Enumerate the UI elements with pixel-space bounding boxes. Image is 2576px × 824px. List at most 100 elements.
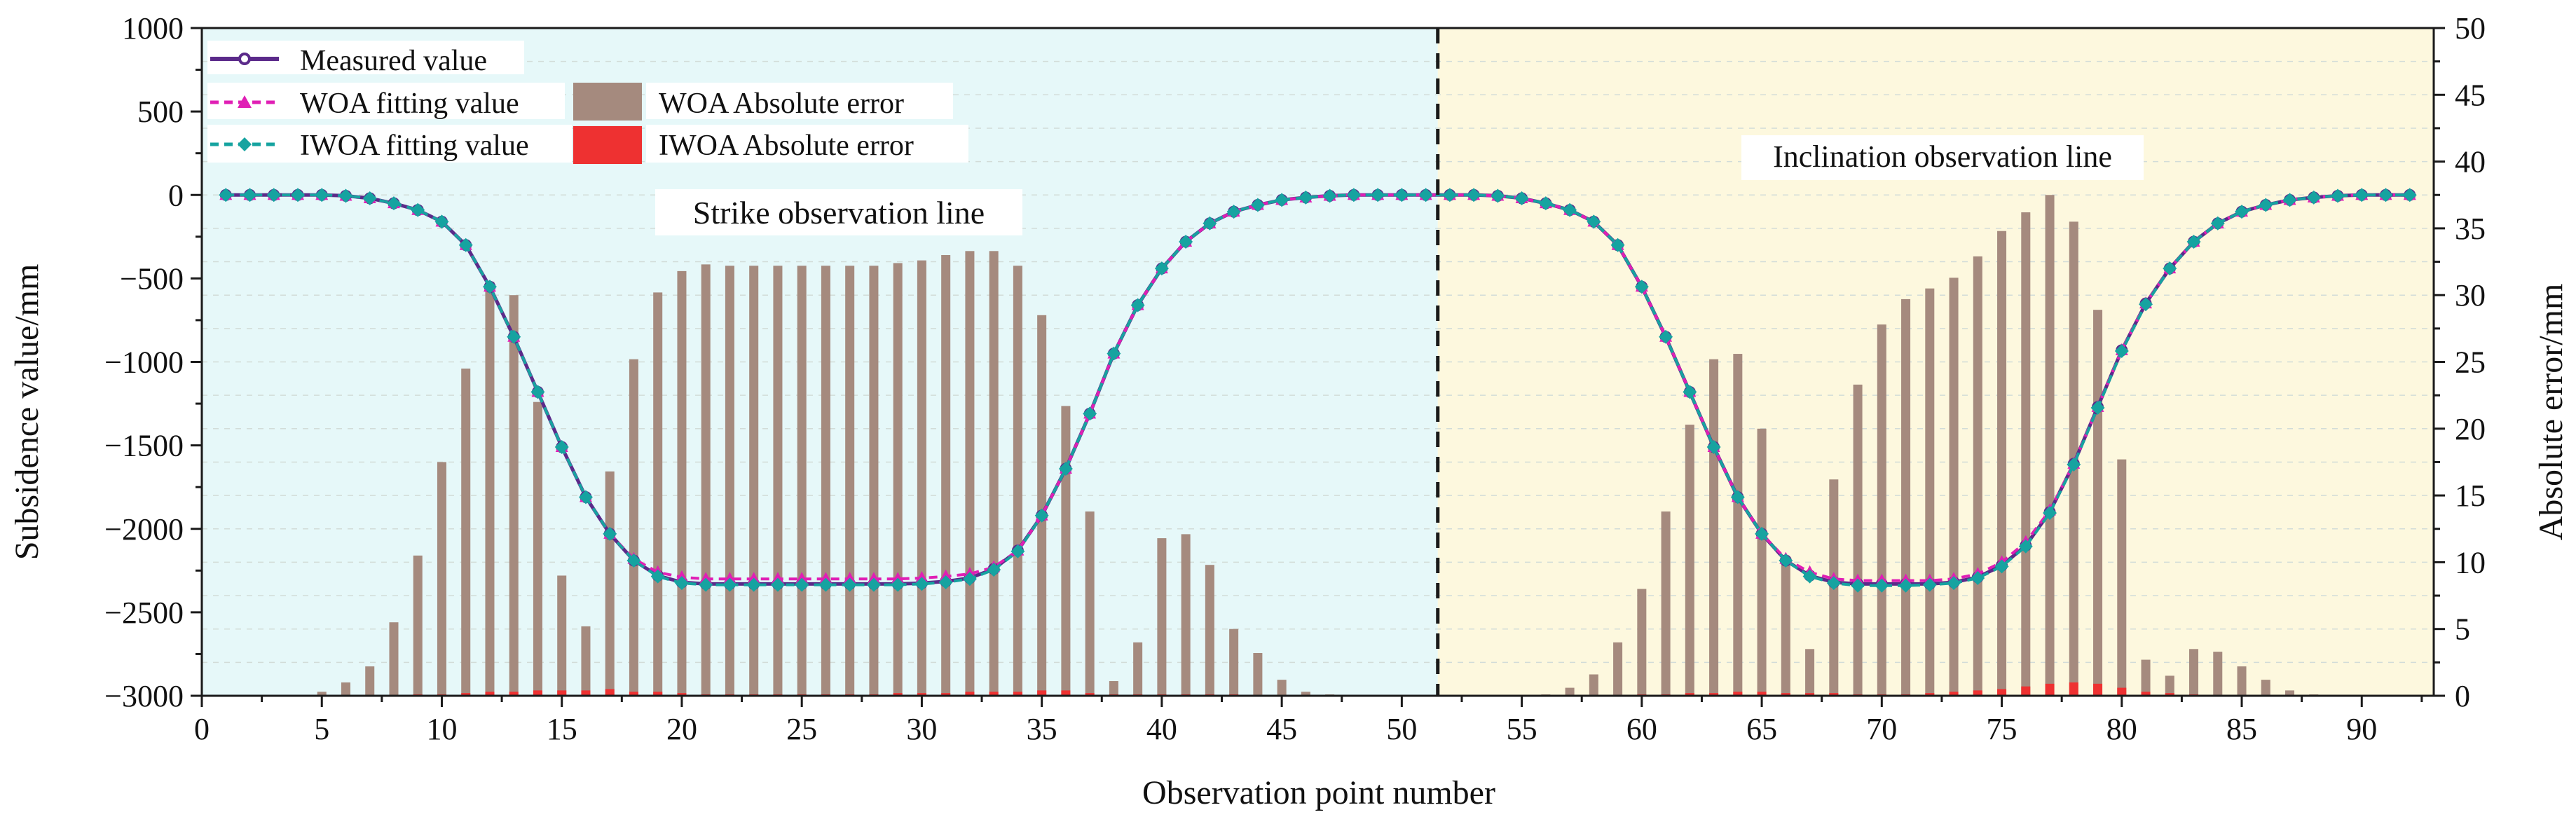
iwoa-error-bar-15 bbox=[557, 690, 567, 696]
iwoa-fitting-value-point bbox=[1107, 346, 1121, 361]
iwoa-error-bar-62 bbox=[1685, 693, 1694, 696]
legend: Measured value WOA fitting value IWOA fi… bbox=[207, 41, 968, 164]
iwoa-fitting-value-point bbox=[1851, 578, 1865, 593]
iwoa-fitting-value-point bbox=[507, 329, 521, 344]
x-tick-label: 0 bbox=[194, 712, 210, 746]
woa-error-bar-44 bbox=[1253, 653, 1263, 696]
iwoa-fitting-value-point bbox=[1299, 190, 1313, 205]
iwoa-fitting-value-point bbox=[1418, 188, 1433, 202]
legend-iwoa-err-label: IWOA Absolute error bbox=[659, 130, 914, 162]
woa-error-bar-11 bbox=[461, 369, 471, 696]
woa-error-bar-75 bbox=[1997, 231, 2007, 696]
iwoa-error-bar-77 bbox=[2045, 683, 2055, 696]
iwoa-fitting-value-point bbox=[1514, 191, 1529, 206]
iwoa-fitting-value-point bbox=[1275, 193, 1289, 207]
inclination-observation-line-label: Inclination observation line bbox=[1773, 139, 2112, 174]
y-right-tick-label: 15 bbox=[2455, 479, 2486, 513]
iwoa-fitting-value-point bbox=[626, 554, 641, 568]
woa-error-bar-17 bbox=[605, 471, 615, 696]
woa-error-bar-27 bbox=[845, 266, 855, 696]
x-tick-label: 60 bbox=[1626, 712, 1657, 746]
iwoa-fitting-value-point bbox=[1538, 196, 1553, 211]
x-tick-label: 85 bbox=[2226, 712, 2257, 746]
woa-error-bar-7 bbox=[365, 666, 375, 696]
iwoa-error-bar-30 bbox=[917, 693, 926, 696]
x-tick-label: 40 bbox=[1146, 712, 1177, 746]
legend-measured-label: Measured value bbox=[300, 45, 487, 77]
iwoa-fitting-value-point bbox=[2378, 188, 2393, 202]
iwoa-error-bar-68 bbox=[1829, 693, 1839, 696]
woa-error-bar-19 bbox=[653, 292, 663, 696]
woa-error-bar-83 bbox=[2189, 649, 2199, 696]
region-inclination bbox=[1437, 28, 2434, 696]
legend-woa-fit-label: WOA fitting value bbox=[300, 88, 519, 120]
iwoa-error-bar-74 bbox=[1973, 690, 1982, 696]
iwoa-error-bar-81 bbox=[2141, 692, 2151, 696]
woa-error-bar-13 bbox=[509, 295, 519, 696]
woa-error-bar-22 bbox=[725, 266, 734, 696]
iwoa-error-bar-33 bbox=[989, 692, 999, 696]
iwoa-fitting-value-point bbox=[1947, 576, 1961, 591]
x-tick-label: 30 bbox=[906, 712, 937, 746]
woa-error-bar-62 bbox=[1685, 425, 1694, 696]
woa-error-bar-58 bbox=[1589, 674, 1598, 696]
x-tick-label: 75 bbox=[1987, 712, 2017, 746]
iwoa-fitting-value-point bbox=[2282, 193, 2297, 207]
woa-error-bar-9 bbox=[413, 555, 423, 696]
woa-error-bar-80 bbox=[2117, 459, 2127, 696]
iwoa-fitting-value-point bbox=[1371, 188, 1385, 202]
woa-error-bar-67 bbox=[1805, 649, 1815, 696]
iwoa-fitting-value-point bbox=[2090, 401, 2105, 416]
iwoa-error-bar-73 bbox=[1949, 692, 1959, 696]
iwoa-fitting-value-point bbox=[866, 577, 881, 592]
woa-error-bar-33 bbox=[989, 251, 999, 696]
y-left-axis-title: Subsidence value/mm bbox=[8, 264, 46, 561]
iwoa-fitting-value-point bbox=[1395, 188, 1409, 202]
woa-error-bar-73 bbox=[1949, 277, 1959, 696]
woa-error-bar-76 bbox=[2021, 212, 2031, 696]
iwoa-error-bar-67 bbox=[1805, 693, 1815, 696]
iwoa-fitting-value-point bbox=[411, 202, 425, 217]
woa-error-bar-42 bbox=[1205, 565, 1214, 696]
woa-error-bar-30 bbox=[917, 260, 926, 696]
x-tick-label: 55 bbox=[1507, 712, 1537, 746]
woa-error-bar-31 bbox=[941, 255, 951, 696]
iwoa-fitting-value-point bbox=[603, 526, 617, 541]
x-tick-label: 80 bbox=[2106, 712, 2137, 746]
woa-error-bar-21 bbox=[701, 264, 711, 696]
iwoa-fitting-value-point bbox=[458, 238, 473, 252]
iwoa-fitting-value-point bbox=[987, 563, 1001, 577]
legend-iwoa-fit-marker bbox=[238, 137, 252, 151]
woa-error-bar-45 bbox=[1277, 680, 1287, 696]
y-left-tick-label: −500 bbox=[120, 261, 184, 296]
iwoa-fitting-value-point bbox=[1587, 214, 1601, 229]
iwoa-fitting-value-point bbox=[1706, 440, 1721, 455]
iwoa-fitting-value-point bbox=[219, 188, 233, 202]
woa-error-bar-15 bbox=[557, 575, 567, 696]
iwoa-fitting-value-point bbox=[1083, 406, 1097, 421]
iwoa-fitting-value-point bbox=[2139, 297, 2153, 312]
iwoa-fitting-value-point bbox=[482, 280, 497, 294]
iwoa-fitting-value-point bbox=[1442, 188, 1457, 202]
iwoa-fitting-value-point bbox=[1922, 577, 1937, 592]
iwoa-fitting-value-point bbox=[386, 196, 401, 211]
iwoa-fitting-value-point bbox=[1730, 490, 1745, 504]
iwoa-fitting-value-point bbox=[1610, 238, 1625, 252]
woa-error-bar-20 bbox=[677, 270, 687, 696]
iwoa-fitting-value-point bbox=[2163, 261, 2177, 276]
x-axis-title: Observation point number bbox=[1142, 774, 1495, 811]
y-right-tick-label: 10 bbox=[2455, 545, 2486, 579]
woa-error-bar-69 bbox=[1853, 384, 1863, 696]
legend-bg-iwoa-err bbox=[646, 125, 968, 163]
legend-bg-woa-err bbox=[646, 83, 953, 119]
iwoa-fitting-value-point bbox=[962, 572, 977, 586]
iwoa-error-bar-11 bbox=[461, 693, 471, 696]
woa-error-bar-25 bbox=[797, 266, 807, 696]
y-left-tick-label: 0 bbox=[168, 178, 184, 212]
iwoa-fitting-value-point bbox=[1491, 188, 1505, 203]
x-tick-label: 65 bbox=[1746, 712, 1777, 746]
iwoa-fitting-value-point bbox=[315, 188, 329, 202]
woa-error-bar-40 bbox=[1157, 538, 1167, 696]
woa-error-bar-65 bbox=[1757, 428, 1767, 696]
